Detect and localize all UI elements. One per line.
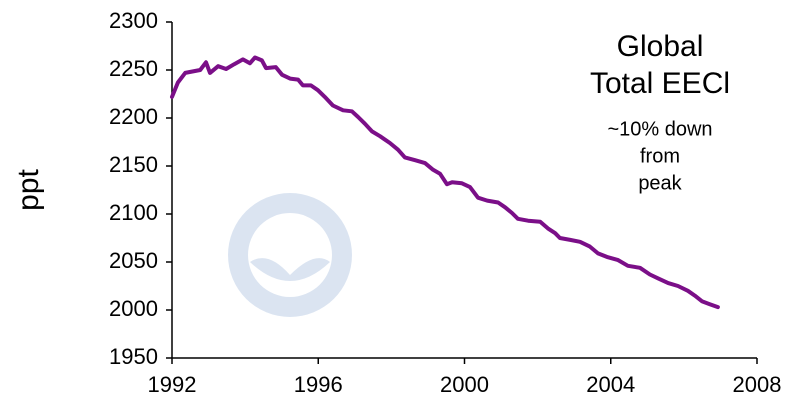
x-tick-label: 2000: [440, 372, 489, 397]
y-tick-label: 2250: [109, 56, 158, 81]
watermark-logo: [228, 193, 352, 317]
x-tick-label: 1992: [148, 372, 197, 397]
data-line: [170, 55, 720, 310]
y-tick-label: 1950: [109, 344, 158, 369]
annotation: from: [640, 145, 680, 167]
title-line: Total EECl: [590, 67, 730, 100]
y-tick-label: 2000: [109, 296, 158, 321]
y-tick-label: 2300: [109, 8, 158, 33]
x-tick-label: 2004: [586, 372, 635, 397]
y-tick-label: 2200: [109, 104, 158, 129]
y-tick-label: 2150: [109, 152, 158, 177]
x-tick-label: 1996: [294, 372, 343, 397]
annotation: ~10% down: [607, 118, 712, 140]
annotation: peak: [638, 172, 682, 194]
title-line: Global: [617, 30, 704, 63]
x-tick-label: 2008: [733, 372, 782, 397]
y-tick-label: 2100: [109, 200, 158, 225]
y-axis-label: ppt: [12, 168, 45, 210]
y-tick-label: 2050: [109, 248, 158, 273]
